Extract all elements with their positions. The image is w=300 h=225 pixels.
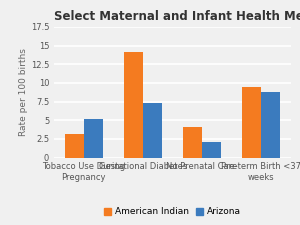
Bar [202,142,221,158]
Bar [65,134,84,158]
Text: Select Maternal and Infant Health Measures (2015): Select Maternal and Infant Health Measur… [54,10,300,23]
Bar [242,87,261,158]
Bar [124,52,143,158]
Bar [261,92,280,158]
Bar [143,103,162,158]
Bar [84,119,103,158]
Bar [183,127,202,158]
Legend: American Indian, Arizona: American Indian, Arizona [100,204,244,220]
Y-axis label: Rate per 100 births: Rate per 100 births [19,48,28,136]
